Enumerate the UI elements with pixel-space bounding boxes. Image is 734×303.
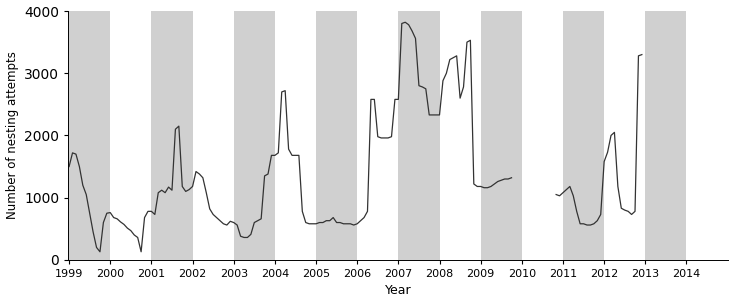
X-axis label: Year: Year [385,285,412,298]
Bar [399,11,440,260]
Bar [69,11,110,260]
Bar [645,11,686,260]
Bar [563,11,604,260]
Bar [481,11,522,260]
Bar [151,11,192,260]
Bar [316,11,357,260]
Y-axis label: Number of nesting attempts: Number of nesting attempts [6,52,18,219]
Bar [233,11,275,260]
